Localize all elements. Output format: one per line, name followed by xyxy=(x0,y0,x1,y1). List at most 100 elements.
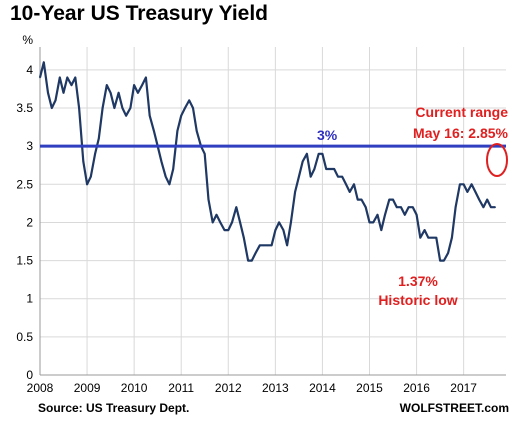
data-point xyxy=(466,191,469,193)
x-tick-label: 2008 xyxy=(27,381,54,395)
y-tick-label: 1 xyxy=(26,292,33,306)
x-tick-label: 2010 xyxy=(121,381,148,395)
data-point xyxy=(62,91,65,94)
data-point xyxy=(235,206,238,208)
historic-low-label: Historic low xyxy=(378,292,457,308)
data-point xyxy=(490,206,492,208)
data-point xyxy=(243,236,245,239)
data-point xyxy=(231,221,233,224)
data-point xyxy=(290,221,292,224)
data-point xyxy=(348,191,351,193)
data-point xyxy=(82,160,85,163)
data-point xyxy=(439,259,441,262)
data-point xyxy=(282,229,285,231)
data-point xyxy=(58,76,61,79)
data-point xyxy=(74,76,77,79)
chart-axes: 0 0.5 1 1.5 2 2.5 3 3.5 4 2008 2009 2010 2011 2012 201… xyxy=(16,33,506,395)
data-point xyxy=(148,114,151,117)
data-point xyxy=(251,259,253,262)
data-point xyxy=(407,206,410,208)
data-point xyxy=(109,91,112,94)
data-point xyxy=(368,221,371,224)
data-point xyxy=(270,244,273,247)
data-point xyxy=(145,76,147,79)
x-tick-label: 2013 xyxy=(262,381,289,395)
y-tick-label: 1.5 xyxy=(16,254,33,268)
data-point xyxy=(90,175,92,178)
source-note: Source: US Treasury Dept. xyxy=(38,401,190,415)
series-line-10y-yield xyxy=(38,61,496,262)
data-point xyxy=(423,229,426,231)
data-point xyxy=(356,198,359,201)
data-point xyxy=(321,152,324,155)
data-point xyxy=(306,152,308,155)
data-point xyxy=(153,130,155,132)
data-point xyxy=(325,168,327,170)
data-point xyxy=(388,198,391,201)
data-point xyxy=(400,206,402,208)
data-point xyxy=(98,137,100,140)
data-point xyxy=(227,229,230,231)
y-axis-unit-label: % xyxy=(22,33,33,47)
current-range-label: Current range xyxy=(415,104,508,120)
data-point xyxy=(66,76,69,79)
data-point xyxy=(101,107,104,109)
current-range-circle xyxy=(486,143,508,177)
x-tick-label: 2009 xyxy=(74,381,101,395)
data-point xyxy=(474,191,477,193)
data-point xyxy=(313,168,316,170)
data-point xyxy=(274,229,277,231)
data-point xyxy=(345,183,347,186)
data-point xyxy=(54,99,57,102)
data-point xyxy=(443,259,445,262)
data-point xyxy=(372,221,375,224)
chart-series-group xyxy=(38,61,496,262)
data-point xyxy=(419,236,422,239)
y-tick-label: 3.5 xyxy=(16,101,33,115)
data-point xyxy=(219,221,222,224)
data-point xyxy=(188,99,191,102)
data-point xyxy=(207,198,210,201)
data-point xyxy=(184,107,186,109)
current-range-value-label: May 16: 2.85% xyxy=(413,125,508,141)
chart-title: 10-Year US Treasury Yield xyxy=(10,2,268,25)
data-point xyxy=(451,236,453,239)
data-point xyxy=(125,114,127,117)
data-point xyxy=(384,214,386,216)
data-point xyxy=(395,206,398,208)
data-point xyxy=(113,107,116,109)
x-tick-label: 2015 xyxy=(356,381,383,395)
x-tick-label: 2014 xyxy=(309,381,336,395)
data-point xyxy=(435,236,438,239)
data-point xyxy=(482,206,485,208)
data-point xyxy=(195,130,198,132)
y-tick-label: 4 xyxy=(26,63,33,77)
data-point xyxy=(286,244,288,247)
data-point xyxy=(254,252,257,254)
data-point xyxy=(412,206,414,208)
data-point xyxy=(215,214,218,216)
data-point xyxy=(341,175,343,178)
data-point xyxy=(459,183,461,186)
data-point xyxy=(309,175,312,178)
data-point xyxy=(176,130,179,132)
data-point xyxy=(121,107,124,109)
data-point xyxy=(50,107,53,109)
data-point xyxy=(317,152,320,155)
data-point xyxy=(137,91,139,94)
data-point xyxy=(192,107,194,109)
data-point xyxy=(211,221,214,224)
data-point xyxy=(333,168,335,170)
data-point xyxy=(301,160,304,163)
data-point xyxy=(278,221,280,224)
data-point xyxy=(106,84,108,86)
data-point xyxy=(180,114,183,117)
data-point xyxy=(427,236,430,239)
data-point xyxy=(353,183,355,186)
data-point xyxy=(262,244,265,247)
x-tick-label: 2011 xyxy=(168,381,194,395)
data-point xyxy=(266,244,269,247)
y-tick-label: 2.5 xyxy=(16,177,33,191)
data-point xyxy=(298,175,300,178)
x-tick-label: 2016 xyxy=(403,381,430,395)
